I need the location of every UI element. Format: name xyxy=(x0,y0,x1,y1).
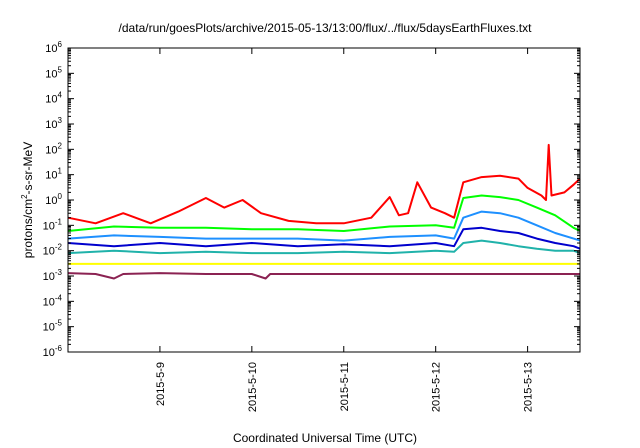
y-axis-label-main: protons/cm xyxy=(21,199,35,258)
y-tick-label: 10-6 xyxy=(43,344,63,359)
y-tick-label: 106 xyxy=(45,40,62,55)
series-line-2 xyxy=(67,194,581,232)
chart-title: /data/run/goesPlots/archive/2015-05-13/1… xyxy=(119,21,533,35)
series-group xyxy=(67,143,581,280)
svg-text:protons/cm2-s-sr-MeV: protons/cm2-s-sr-MeV xyxy=(20,142,35,258)
x-ticks: 2015-5-9 2015-5-10 2015-5-11 2015-5-12 2015-… xyxy=(155,48,535,412)
y-tick-label: 10-1 xyxy=(43,217,63,232)
y-tick-label: 10-3 xyxy=(43,268,63,283)
series-line-3 xyxy=(67,210,581,242)
x-tick-label: 2015-5-9 xyxy=(155,362,167,406)
y-axis-label-exp: 2 xyxy=(20,194,29,199)
x-tick-label: 2015-5-10 xyxy=(247,362,259,412)
series-line-7 xyxy=(67,272,580,280)
y-axis-label-rest: -s-sr-MeV xyxy=(21,142,35,195)
y-tick-label: 104 xyxy=(45,91,62,106)
plot-frame xyxy=(67,47,581,353)
y-axis-label: protons/cm2-s-sr-MeV xyxy=(20,142,35,258)
y-ticks: 10-6 10-5 10-4 10-3 10-2 10-1 100 101 102 103 104 1… xyxy=(43,40,580,359)
series-line-4 xyxy=(67,226,581,250)
y-tick-label: 102 xyxy=(45,141,62,156)
series-line-5 xyxy=(67,239,581,255)
x-tick-label: 2015-5-12 xyxy=(431,362,443,412)
y-tick-label: 105 xyxy=(45,65,62,80)
x-tick-label: 2015-5-11 xyxy=(339,362,351,411)
y-tick-label: 101 xyxy=(45,167,62,182)
x-tick-label: 2015-5-13 xyxy=(523,362,535,412)
x-axis-label: Coordinated Universal Time (UTC) xyxy=(233,431,417,445)
y-tick-label: 10-4 xyxy=(43,293,63,308)
y-tick-label: 10-2 xyxy=(43,243,63,258)
y-tick-label: 10-5 xyxy=(43,319,63,334)
y-tick-label: 100 xyxy=(45,192,62,207)
y-tick-label: 103 xyxy=(45,116,62,131)
series-line-1 xyxy=(67,143,581,225)
